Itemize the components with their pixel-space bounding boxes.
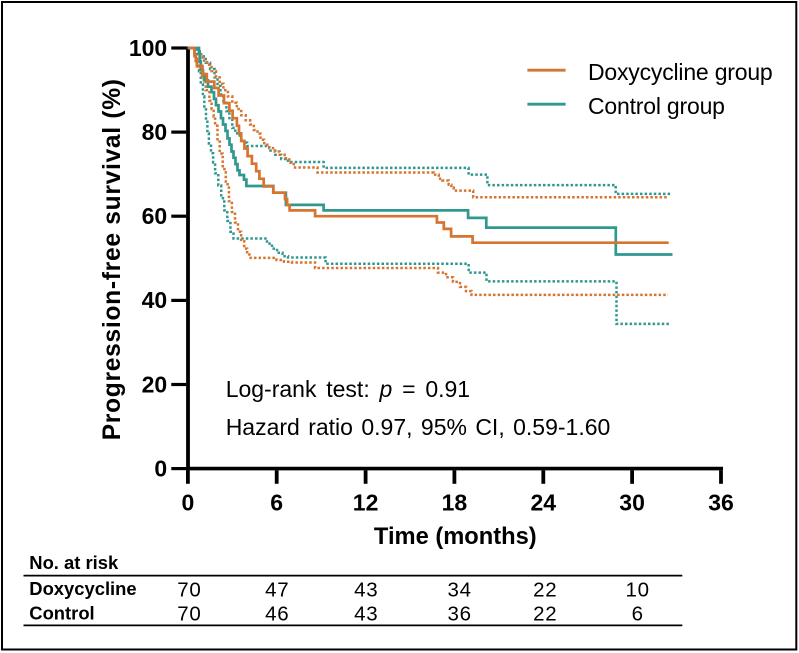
svg-text:40: 40: [142, 287, 168, 313]
svg-text:34: 34: [447, 579, 471, 602]
svg-text:18: 18: [442, 490, 468, 516]
svg-text:100: 100: [129, 35, 167, 61]
svg-text:80: 80: [142, 119, 168, 145]
svg-text:10: 10: [625, 579, 649, 602]
svg-text:43: 43: [354, 603, 378, 626]
svg-text:Log-rank test: p = 0.91: Log-rank test: p = 0.91: [226, 376, 470, 402]
svg-text:20: 20: [142, 371, 168, 397]
svg-text:70: 70: [177, 579, 201, 602]
svg-text:60: 60: [142, 203, 168, 229]
svg-text:6: 6: [270, 490, 283, 516]
svg-text:24: 24: [531, 490, 557, 516]
svg-text:Control: Control: [29, 603, 94, 624]
svg-text:0: 0: [182, 490, 195, 516]
svg-text:Progression-free survival (%): Progression-free survival (%): [99, 78, 126, 440]
svg-text:Doxycycline: Doxycycline: [29, 578, 136, 599]
svg-text:Control group: Control group: [588, 93, 725, 119]
svg-text:46: 46: [265, 603, 289, 626]
svg-text:70: 70: [177, 603, 201, 626]
svg-text:22: 22: [533, 603, 557, 626]
svg-text:0: 0: [154, 455, 167, 481]
svg-text:36: 36: [708, 490, 734, 516]
svg-text:No. at risk: No. at risk: [29, 552, 119, 573]
svg-text:Hazard ratio 0.97, 95% CI, 0.5: Hazard ratio 0.97, 95% CI, 0.59-1.60: [226, 414, 611, 440]
svg-text:Doxycycline group: Doxycycline group: [588, 59, 773, 85]
svg-text:43: 43: [354, 579, 378, 602]
svg-text:Time (months): Time (months): [374, 524, 537, 550]
svg-text:22: 22: [533, 579, 557, 602]
svg-text:6: 6: [632, 603, 644, 626]
svg-text:30: 30: [619, 490, 645, 516]
svg-text:12: 12: [353, 490, 379, 516]
svg-text:36: 36: [447, 603, 471, 626]
svg-text:47: 47: [265, 579, 289, 602]
